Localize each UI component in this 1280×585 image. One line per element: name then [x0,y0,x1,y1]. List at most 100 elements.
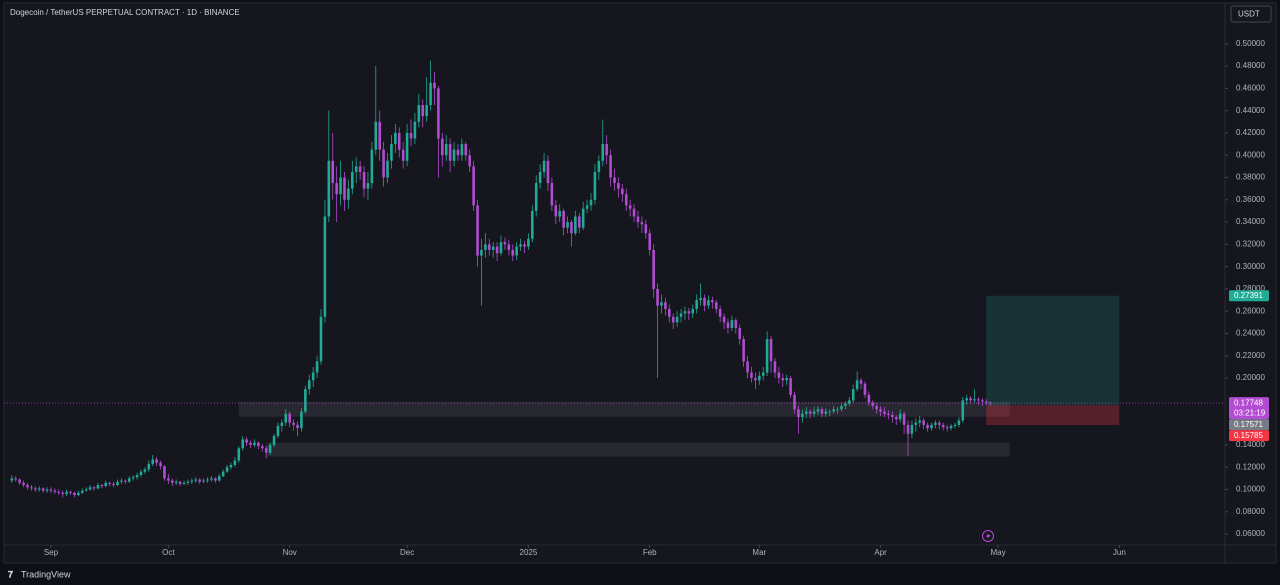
candle-body [793,394,796,410]
candle-body [734,320,738,328]
candle-body [652,249,655,289]
y-tick-label: 0.10000 [1236,485,1265,494]
candle-body [871,402,875,406]
candle-body [190,480,194,482]
candle-body [840,405,843,410]
candle-body [268,444,272,453]
lightning-icon[interactable] [982,530,994,542]
candle-body [84,489,88,491]
candle-body [480,249,483,256]
candle-body [131,477,135,479]
candle-body [906,424,910,434]
candle-body [382,149,385,178]
x-tick-label: Oct [162,548,175,557]
candle-body [327,160,331,217]
candle-body [354,166,358,172]
chart-panel [3,2,1277,564]
candle-body [448,144,452,161]
candle-body [26,485,29,488]
y-tick-label: 0.46000 [1236,83,1265,92]
candle-body [585,205,589,209]
candle-body [300,411,303,429]
candle-body [280,422,284,426]
y-tick-label: 0.08000 [1236,507,1265,516]
candle-body [738,327,742,340]
y-tick-label: 0.12000 [1236,462,1265,471]
candle-body [581,208,585,228]
y-tick-label: 0.20000 [1236,373,1265,382]
chart-title: Dogecoin / TetherUS PERPETUAL CONTRACT ·… [10,8,240,17]
candle-body [577,216,581,228]
candle-body [409,132,413,139]
icon-ring[interactable] [982,530,994,542]
last-price-box [1229,397,1269,420]
candle-body [945,427,949,429]
candle-body [832,409,835,412]
candle-body [178,481,182,484]
candle-body [100,485,104,487]
x-tick-label: Jun [1113,548,1126,557]
currency-label[interactable]: USDT [1238,10,1260,19]
candle-body [296,424,299,429]
candle-body [883,411,886,414]
candle-body [750,372,753,379]
candle-body [875,405,878,410]
candle-body [695,300,698,309]
candle-body [206,479,209,481]
candle-body [323,216,327,317]
candle-body [456,149,460,156]
x-tick-label: Sep [44,548,59,557]
candle-body [315,361,319,373]
candle-body [472,166,475,206]
candle-body [225,467,229,472]
candle-body [487,244,491,250]
y-tick-label: 0.38000 [1236,173,1265,182]
candle-body [194,479,198,481]
candle-body [593,171,597,200]
candle-body [214,478,217,481]
candle-body [370,149,374,184]
x-tick-label: Dec [400,548,414,557]
candle-body [617,183,620,189]
candle-body [460,144,464,156]
candle-body [22,482,25,486]
candle-body [288,413,291,423]
candle-body [147,463,151,470]
candle-body [632,208,636,217]
candle-body [816,409,820,412]
candle-body [660,302,663,306]
candle-body [37,488,41,490]
candle-body [515,246,518,256]
y-tick-label: 0.06000 [1236,529,1265,538]
candle-body [491,246,495,250]
candle-body [824,411,828,414]
candle-body [910,424,914,434]
candle-body [421,105,425,117]
candle-body [754,378,757,381]
currency-button[interactable] [1230,5,1272,23]
candle-body [534,183,538,211]
candle-body [965,398,969,401]
candle-body [683,311,687,314]
candle-body [957,420,961,425]
icon-bolt[interactable] [986,532,991,540]
candle-body [527,238,530,247]
entry-label: 0.17571 [1234,420,1263,429]
y-tick-label: 0.32000 [1236,239,1265,248]
candle-body [378,121,381,150]
candle-body [961,400,965,421]
candle-body [887,413,890,415]
candle-body [613,177,616,184]
candle-body [988,402,992,404]
candle-body [143,469,147,472]
candle-body [186,481,190,483]
candle-body [969,398,972,401]
candle-body [742,339,745,362]
zone [238,401,1010,417]
candle-body [570,222,573,234]
candle-body [499,242,503,254]
candle-body [429,82,432,106]
candle-body [554,205,558,217]
candle-body [397,132,401,150]
candle-body [347,188,350,200]
